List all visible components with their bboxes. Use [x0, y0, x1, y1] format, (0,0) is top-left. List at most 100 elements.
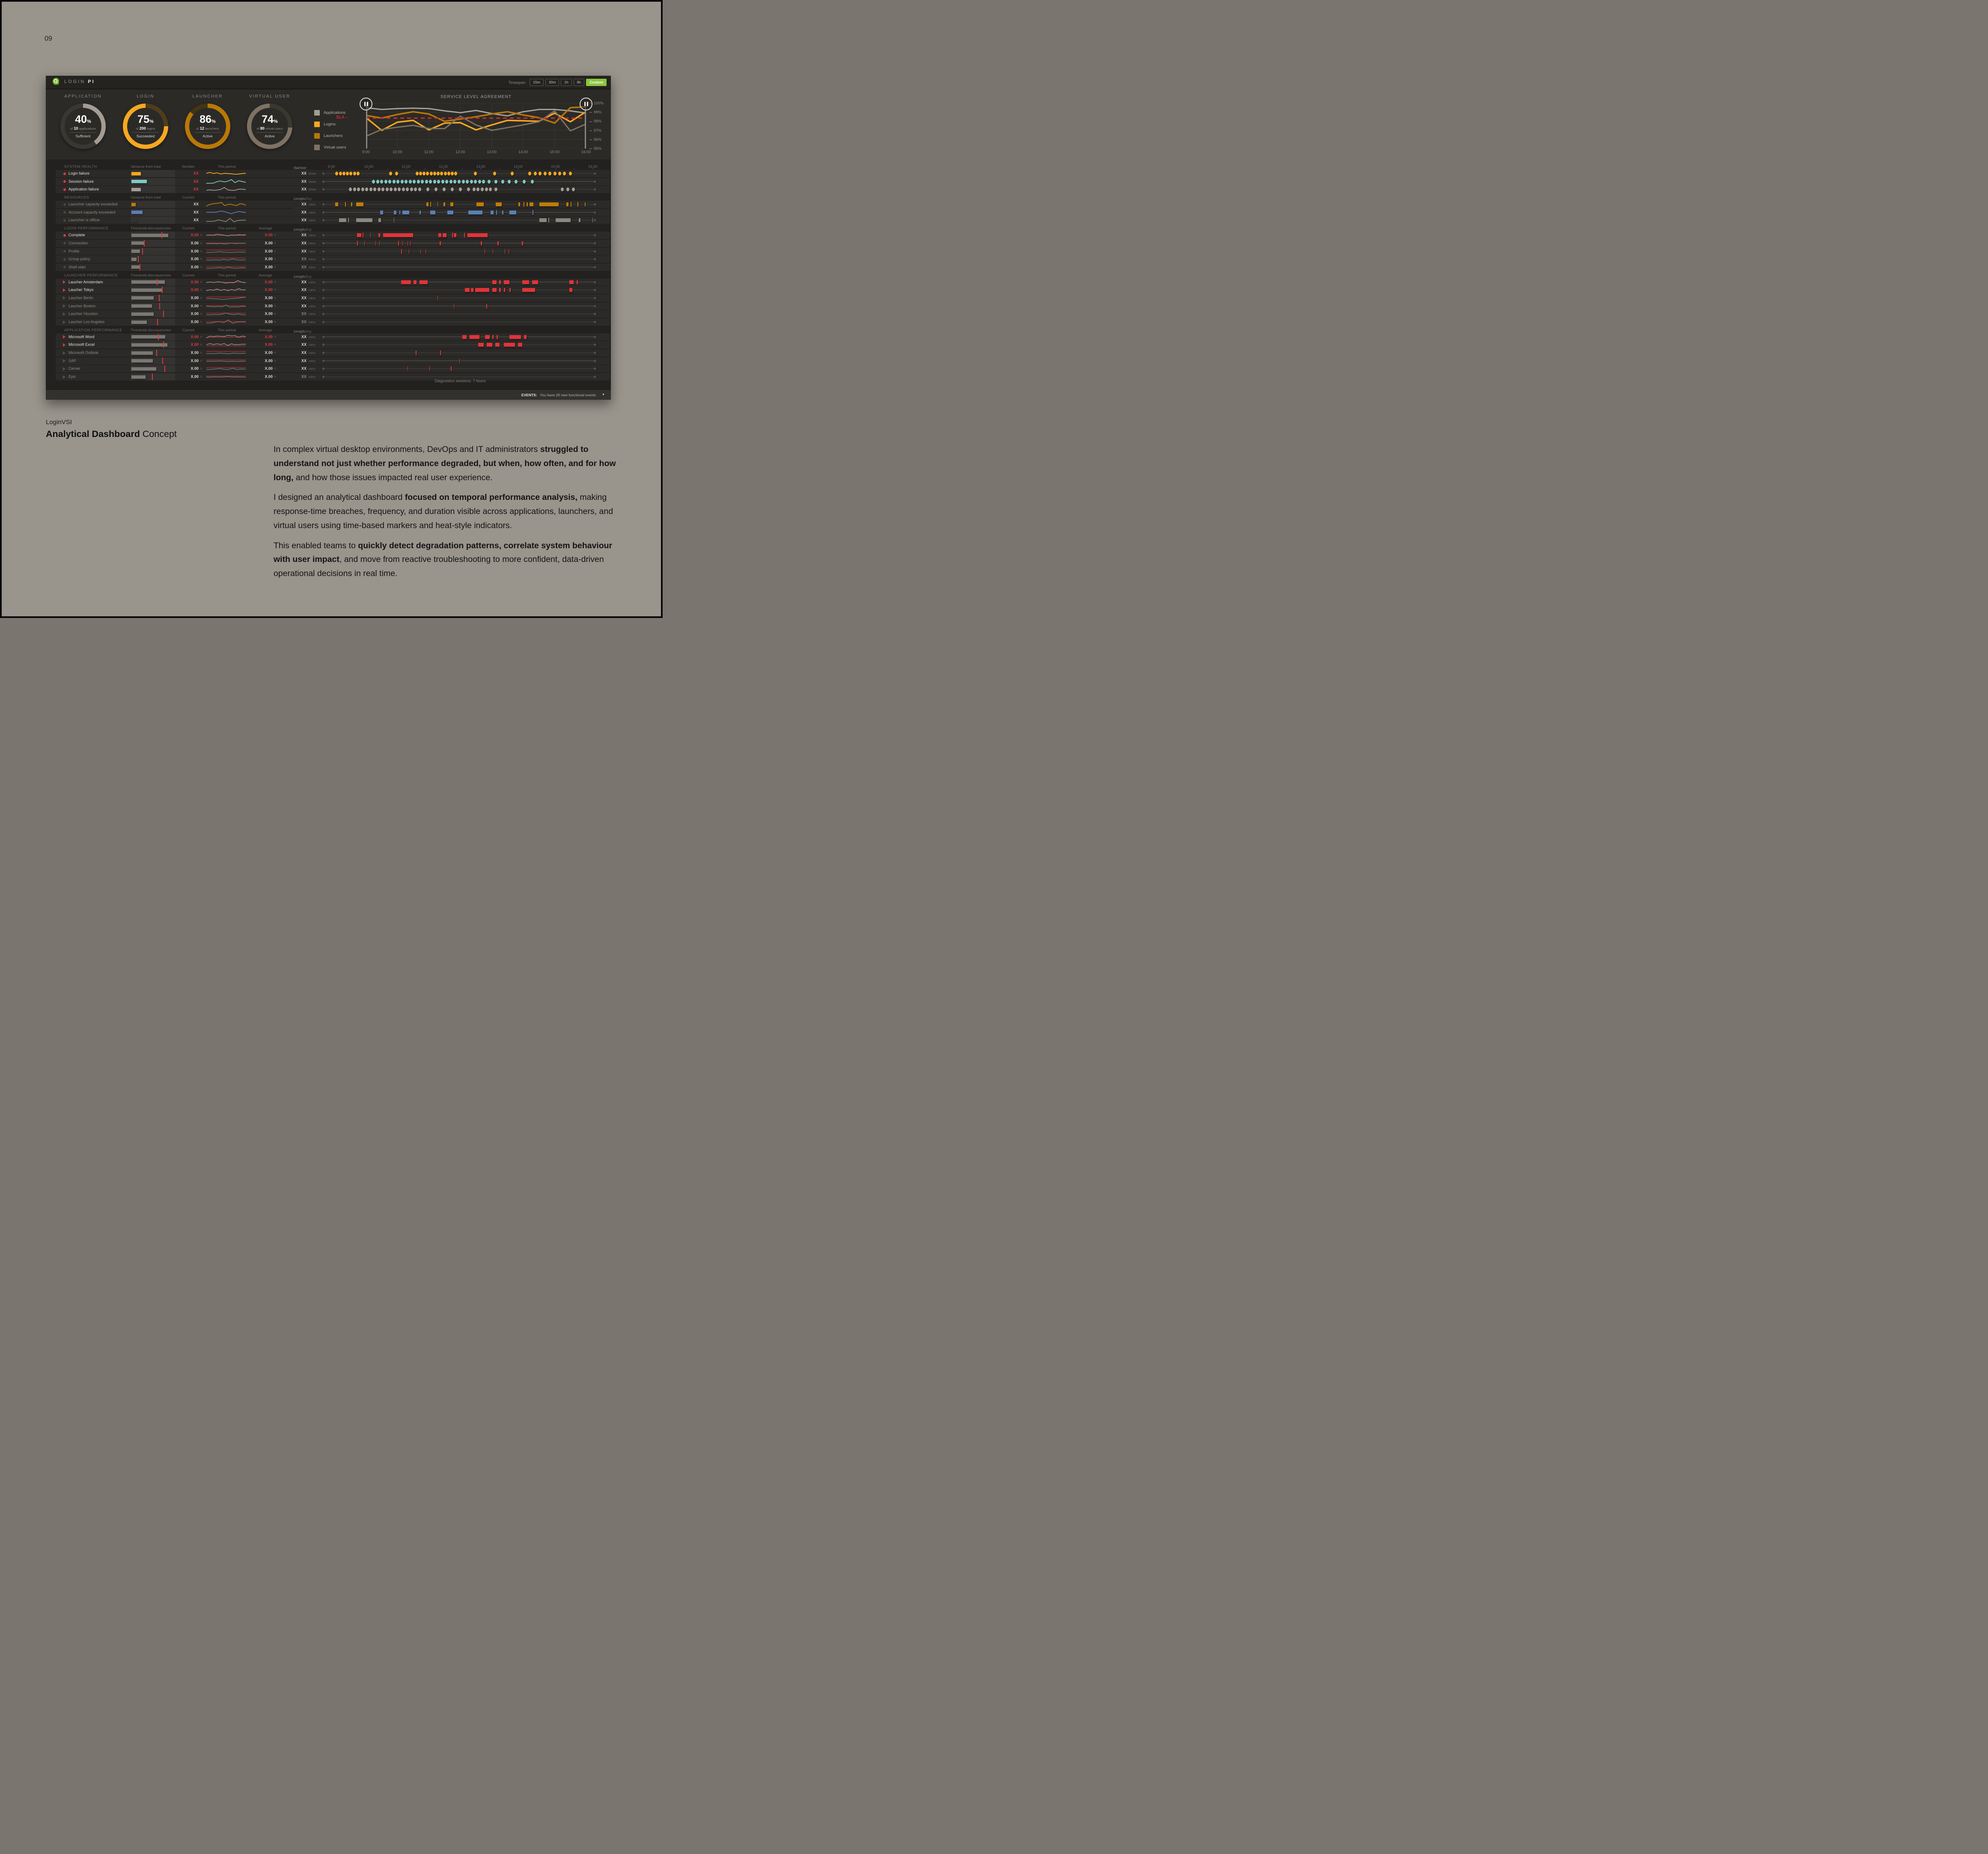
timeline[interactable]	[322, 303, 596, 310]
pause-right-icon[interactable]	[580, 98, 592, 110]
timeline[interactable]	[322, 201, 596, 208]
chevron-down-icon[interactable]: ▼	[602, 393, 605, 396]
table-row[interactable]: Group policy X.00 s X.00 s XX mins	[56, 256, 610, 263]
timeline[interactable]	[322, 217, 596, 224]
table-row[interactable]: Session failure XX XX times	[56, 178, 610, 185]
timeline[interactable]	[322, 256, 596, 263]
duration-segment	[443, 233, 446, 238]
expand-triangle-icon[interactable]	[63, 320, 65, 324]
legend-item-applications[interactable]: Applications	[314, 110, 346, 116]
table-row[interactable]: SAP X.00 s X.00 s XX mins	[56, 357, 610, 365]
timeline[interactable]	[322, 186, 596, 193]
table-row[interactable]: Laucher Berlin X.00 s X.00 s XX mins	[56, 294, 610, 302]
current-unit: s	[200, 288, 202, 292]
table-row[interactable]: Account capacity exceeded XX XX mins	[56, 208, 610, 216]
row-label: Launcher capacity exceeded	[68, 202, 118, 207]
timeline[interactable]	[322, 341, 596, 348]
timeline[interactable]	[322, 209, 596, 216]
timespan-button-15m[interactable]: 15m	[530, 79, 544, 86]
row-label: Microsoft Excel	[68, 342, 95, 347]
table-row[interactable]: Microsoft Outlook X.00 s X.00 s XX mins	[56, 349, 610, 357]
expand-triangle-icon[interactable]	[63, 288, 65, 292]
timeline[interactable]	[322, 286, 596, 294]
legend-item-logins[interactable]: Logins	[314, 122, 346, 127]
expand-triangle-icon[interactable]	[63, 335, 65, 339]
table-row[interactable]: Shell start X.00 s X.00 s XX mins	[56, 263, 610, 271]
table-row[interactable]: Launcher is offline XX XX mins	[56, 217, 610, 224]
legend-item-launchers[interactable]: Launchers	[314, 133, 346, 139]
table-row[interactable]: Login failure XX XX times	[56, 170, 610, 177]
time-axis-label: 15:00	[551, 164, 560, 169]
expand-triangle-icon[interactable]	[63, 304, 65, 308]
table-row[interactable]: Laucher Boston X.00 s X.00 s XX mins	[56, 302, 610, 310]
expand-triangle-icon[interactable]	[63, 351, 65, 355]
timeline-endpoint	[594, 305, 596, 307]
current-unit: s	[200, 304, 202, 308]
timeline[interactable]	[322, 248, 596, 255]
timeline[interactable]	[322, 279, 596, 286]
average-value: X.00	[265, 288, 273, 292]
sla-chart	[365, 103, 586, 149]
timeline-value: XX	[301, 233, 307, 238]
timespan-button-8h[interactable]: 8h	[573, 79, 585, 86]
event-dot	[443, 187, 446, 192]
timeline-value: XX	[301, 374, 307, 379]
table-row[interactable]: Application failure XX XX times	[56, 186, 610, 193]
event-dot	[449, 179, 452, 184]
timeline[interactable]	[322, 349, 596, 357]
timeline[interactable]	[322, 264, 596, 271]
threshold-line	[163, 342, 164, 348]
timeline[interactable]	[322, 240, 596, 247]
events-bar[interactable]: EVENTS: You have 26 new functional event…	[46, 389, 611, 400]
timespan-button-custom[interactable]: Custom	[586, 79, 607, 86]
table-row[interactable]: Connection X.00 s X.00 s XX mins	[56, 239, 610, 247]
duration-segment	[398, 241, 399, 246]
timespan-button-30m[interactable]: 30m	[545, 79, 559, 86]
status-dot-icon	[63, 266, 66, 269]
current-unit: s	[200, 351, 202, 355]
variance-bar	[131, 320, 147, 324]
expand-triangle-icon[interactable]	[63, 359, 65, 363]
average-unit: s	[274, 343, 276, 347]
table-row[interactable]: Microsoft Excel X.00 s X.00 s XX mins	[56, 341, 610, 349]
timeline-endpoint	[594, 203, 596, 206]
pause-left-icon[interactable]	[360, 98, 372, 110]
timeline[interactable]	[322, 333, 596, 341]
threshold-line	[164, 365, 165, 372]
duration-segment	[356, 202, 363, 207]
average-value: X.00	[265, 358, 273, 363]
expand-triangle-icon[interactable]	[63, 280, 65, 284]
table-row[interactable]: Microsoft Word X.00 s X.00 s XX mins	[56, 333, 610, 341]
table-row[interactable]: Cerner X.00 s X.00 s XX mins	[56, 365, 610, 373]
table-row[interactable]: Laucher Houston X.00 s X.00 s XX mins	[56, 310, 610, 318]
timespan-button-1h[interactable]: 1h	[561, 79, 572, 86]
timeline[interactable]	[322, 178, 596, 185]
timeline[interactable]	[322, 365, 596, 372]
expand-triangle-icon[interactable]	[63, 296, 65, 300]
table-row[interactable]: Laucher Tokyo X.00 s X.00 s XX mins	[56, 286, 610, 294]
timeline[interactable]	[322, 170, 596, 177]
current-unit: s	[200, 359, 202, 362]
expand-triangle-icon[interactable]	[63, 375, 65, 379]
legend-item-virtual-users[interactable]: Virtual users	[314, 145, 346, 150]
table-row[interactable]: Launcher capacity exceeded XX XX mins	[56, 201, 610, 208]
gauge-percent: 75%	[137, 113, 154, 125]
expand-triangle-icon[interactable]	[63, 367, 65, 371]
timeline[interactable]	[322, 357, 596, 365]
timeline[interactable]	[322, 373, 596, 380]
timeline[interactable]	[322, 318, 596, 326]
current-value: X.00	[190, 233, 199, 238]
row-label: Laucher Houston	[68, 312, 98, 316]
expand-triangle-icon[interactable]	[63, 312, 65, 316]
timeline[interactable]	[322, 294, 596, 302]
table-row[interactable]: Complete X.00 s X.00 s XX mins	[56, 232, 610, 239]
expand-triangle-icon[interactable]	[63, 343, 65, 347]
timeline[interactable]	[322, 232, 596, 239]
duration-segment	[414, 280, 417, 284]
table-row[interactable]: Laucher Amsterdam X.00 s X.00 s XX mins	[56, 278, 610, 286]
table-row[interactable]: Epic X.00 s X.00 s XX mins	[56, 373, 610, 381]
sla-x-tick: 11:00	[424, 150, 434, 154]
timeline[interactable]	[322, 310, 596, 318]
table-row[interactable]: Profile X.00 s X.00 s XX mins	[56, 247, 610, 255]
table-row[interactable]: Laucher Los Angeles X.00 s X.00 s XX mins	[56, 318, 610, 326]
